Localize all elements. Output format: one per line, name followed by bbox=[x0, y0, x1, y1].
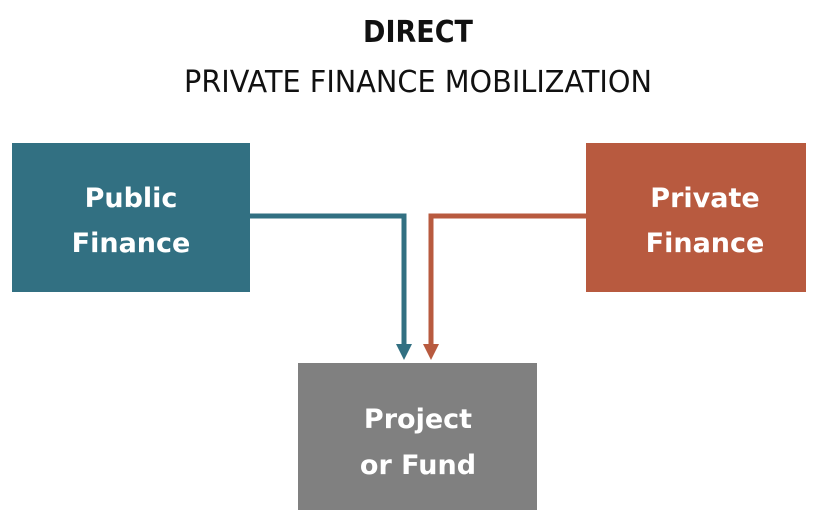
subtitle: PRIVATE FINANCE MOBILIZATION bbox=[184, 65, 652, 100]
arrow-public bbox=[250, 213, 407, 348]
arrowhead-private bbox=[423, 344, 439, 360]
public-finance-box bbox=[12, 143, 250, 292]
node-label: Finance bbox=[646, 228, 765, 259]
private-finance-box bbox=[586, 143, 806, 292]
node-label: Private bbox=[650, 183, 759, 214]
project-box bbox=[298, 363, 537, 510]
arrow-private bbox=[428, 213, 586, 348]
node-label: Project bbox=[364, 404, 472, 435]
node-label: or Fund bbox=[360, 450, 476, 481]
arrowhead-public bbox=[396, 344, 412, 360]
node-label: Public bbox=[85, 183, 178, 214]
node-label: Finance bbox=[72, 228, 191, 259]
title: DIRECT bbox=[363, 15, 473, 50]
